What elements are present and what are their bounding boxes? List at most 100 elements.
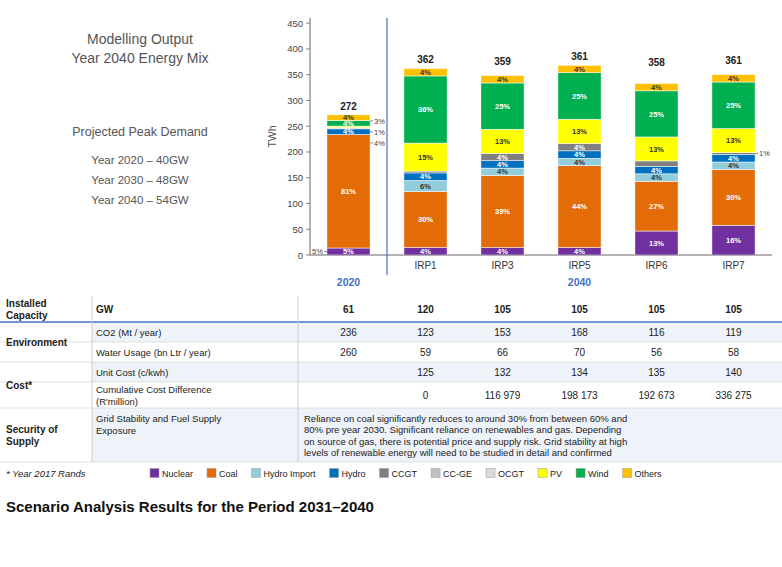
segment-label: 13% <box>572 127 587 136</box>
row-stripe <box>92 322 782 342</box>
row-category: Supply <box>6 436 40 447</box>
segment-label: 4% <box>651 83 662 92</box>
row-line <box>0 408 782 409</box>
table-value: 56 <box>651 347 663 358</box>
segment-label: 4% <box>420 172 431 181</box>
segment-label: 4% <box>420 68 431 77</box>
legend-swatch <box>576 469 585 478</box>
row-line <box>0 321 782 323</box>
x-tick-label: IRP1 <box>414 260 437 271</box>
bar-segment <box>635 181 678 231</box>
table-value: 140 <box>725 367 742 378</box>
page: Modelling OutputYear 2040 Energy MixProj… <box>0 0 782 567</box>
table-value: 192 673 <box>638 390 675 401</box>
segment-label: 81% <box>341 187 356 196</box>
bar-segment <box>558 248 601 255</box>
segment-label: 36% <box>418 105 433 114</box>
y-axis-line <box>310 18 311 255</box>
y-tick-label: 50 <box>292 224 303 235</box>
y-tick-label: 250 <box>287 121 303 132</box>
demand-line: Year 2040 – 54GW <box>91 194 189 206</box>
segment-label: 25% <box>649 110 664 119</box>
table-value: 105 <box>494 304 511 315</box>
segment-label: 13% <box>495 137 510 146</box>
table-value: 135 <box>648 367 665 378</box>
annotation-leader <box>370 142 373 143</box>
segment-label: 25% <box>495 102 510 111</box>
y-tick <box>306 74 310 75</box>
segment-label: 25% <box>572 92 587 101</box>
row-line <box>0 362 782 363</box>
legend-swatch <box>150 469 159 478</box>
table-note: levels of renewable energy will need to … <box>304 447 612 458</box>
row-subcategory: GW <box>96 304 114 315</box>
row-line <box>0 342 782 343</box>
segment-label: 44% <box>572 202 587 211</box>
x-tick-label: IRP5 <box>568 260 591 271</box>
bar-segment <box>481 175 524 247</box>
annotation: 4% <box>374 139 385 148</box>
group-label: 2020 <box>337 276 361 288</box>
group-label: 2040 <box>568 276 592 288</box>
segment-label: 4% <box>343 127 354 136</box>
segment-label: 25% <box>726 101 741 110</box>
table-value: 153 <box>494 327 511 338</box>
table-value: 66 <box>497 347 509 358</box>
bar-segment <box>481 83 524 129</box>
segment-label: 4% <box>343 113 354 122</box>
segment-label: 13% <box>649 145 664 154</box>
annotation: 1% <box>759 149 770 158</box>
segment-label: 4% <box>651 166 662 175</box>
table-stripes <box>92 322 782 462</box>
row-subcategory: Water Usage (bn Ltr / year) <box>96 347 211 358</box>
row-category: Security of <box>6 424 58 435</box>
bar-segment <box>712 155 755 162</box>
bar-segment <box>558 143 601 150</box>
bar-segment <box>712 82 755 128</box>
table-value: 105 <box>725 304 742 315</box>
bar-total: 358 <box>648 57 665 68</box>
segment-label: 4% <box>728 154 739 163</box>
bars <box>327 65 755 255</box>
row-subcategory: Grid Stability and Fuel Supply <box>96 413 221 424</box>
table-value: 105 <box>571 304 588 315</box>
table-value: 336 275 <box>715 390 752 401</box>
y-tick-label: 0 <box>298 250 303 261</box>
bar-segment <box>558 151 601 158</box>
y-tick <box>306 23 310 24</box>
footnote: * Year 2017 Rands <box>6 468 86 479</box>
segment-label: 4% <box>574 143 585 152</box>
segment-label: 4% <box>497 247 508 256</box>
chart-title: Scenario Analysis Results for the Period… <box>6 498 374 515</box>
table-value: 59 <box>420 347 432 358</box>
table-value: 58 <box>728 347 740 358</box>
y-axis-label: TWh <box>266 125 278 147</box>
table-value: 0 <box>423 390 429 401</box>
segment-label: 4% <box>497 75 508 84</box>
bar-segment <box>404 143 447 171</box>
y-tick <box>306 255 310 256</box>
segment-label: 13% <box>726 136 741 145</box>
row-category: Cost* <box>6 380 32 391</box>
legend: NuclearCoalHydro ImportHydroCCGTCC-GEOCG… <box>150 469 662 480</box>
segment-label: 30% <box>726 193 741 202</box>
legend-swatch <box>538 469 547 478</box>
row-line <box>0 382 782 383</box>
segment-label: 39% <box>495 207 510 216</box>
legend-swatch <box>252 469 261 478</box>
table: InstalledCapacityGW61120105105105105Envi… <box>0 296 782 462</box>
table-value: 119 <box>726 327 742 338</box>
bar-segment <box>712 225 755 255</box>
legend-swatch <box>431 469 440 478</box>
y-tick-label: 350 <box>287 69 303 80</box>
x-tick-label: IRP7 <box>722 260 745 271</box>
row-line <box>0 462 782 463</box>
bar-segment <box>712 129 755 153</box>
bar-segment <box>712 169 755 225</box>
table-value: 236 <box>340 327 357 338</box>
axes: 050100150200250300350400450TWhIRP1IRP3IR… <box>266 18 772 288</box>
legend-label: CC-GE <box>443 469 472 479</box>
bar-segment <box>404 76 447 143</box>
bar-segment <box>712 162 755 169</box>
bar-segment <box>558 166 601 248</box>
